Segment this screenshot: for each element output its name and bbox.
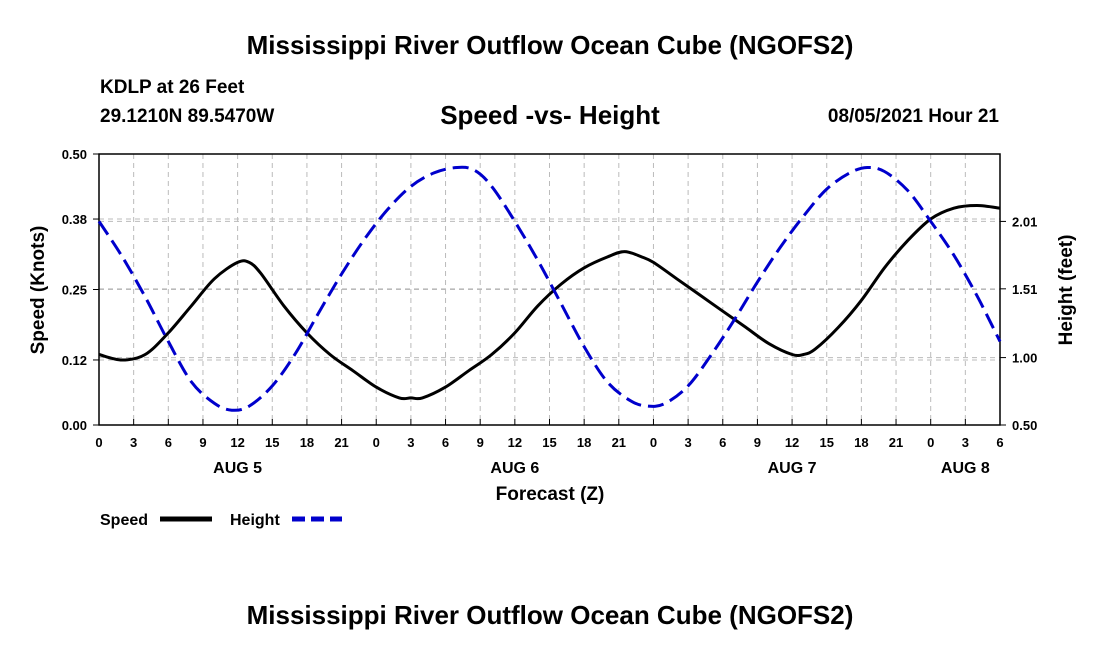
x-tick-label: 6 [996, 435, 1003, 450]
forecast-datetime: 08/05/2021 Hour 21 [827, 106, 999, 127]
date-label: AUG 5 [213, 460, 262, 477]
date-label: AUG 7 [768, 460, 817, 477]
x-tick-label: 15 [819, 435, 833, 450]
grid [99, 154, 1000, 425]
chart-title: Mississippi River Outflow Ocean Cube (NG… [246, 30, 854, 60]
x-tick-label: 3 [130, 435, 137, 450]
x-tick-label: 6 [165, 435, 172, 450]
x-tick-label: 21 [334, 435, 348, 450]
x-tick-label: 21 [612, 435, 626, 450]
x-tick-label: 12 [508, 435, 522, 450]
y2-axis-title: Height (feet) [1056, 235, 1077, 346]
y-tick-label: 0.12 [62, 353, 87, 368]
y2-tick-label: 2.01 [1012, 214, 1037, 229]
x-tick-label: 9 [754, 435, 761, 450]
x-tick-label: 9 [477, 435, 484, 450]
y2-tick-label: 1.00 [1012, 351, 1037, 366]
x-tick-label: 6 [719, 435, 726, 450]
axes: 0 3 6 9 12 15 18 21 0 3 6 9 12 15 18 21 0 3 6 9 12 15 18 21 0 3 6A… [62, 147, 1038, 477]
x-tick-label: 15 [265, 435, 279, 450]
series [97, 165, 1002, 412]
x-tick-label: 3 [962, 435, 969, 450]
y-tick-label: 0.25 [62, 283, 87, 298]
y-tick-label: 0.50 [62, 147, 87, 162]
y2-tick-label: 0.50 [1012, 418, 1037, 433]
x-tick-label: 0 [95, 435, 102, 450]
y-axis-title: Speed (Knots) [28, 226, 49, 355]
legend: Speed Height [100, 512, 342, 529]
speed-series-line [98, 204, 1001, 401]
station-label: KDLP at 26 Feet [100, 77, 245, 98]
x-tick-label: 3 [684, 435, 691, 450]
x-tick-label: 12 [785, 435, 799, 450]
x-tick-label: 21 [889, 435, 903, 450]
x-tick-label: 0 [927, 435, 934, 450]
footer-title: Mississippi River Outflow Ocean Cube (NG… [246, 600, 854, 630]
x-tick-label: 3 [407, 435, 414, 450]
y2-tick-label: 1.51 [1012, 282, 1037, 297]
x-tick-label: 12 [230, 435, 244, 450]
date-label: AUG 8 [941, 460, 990, 477]
date-label: AUG 6 [490, 460, 539, 477]
legend-height-label: Height [230, 512, 280, 529]
y-tick-label: 0.00 [62, 418, 87, 433]
x-axis-title: Forecast (Z) [496, 484, 605, 505]
x-tick-label: 18 [577, 435, 591, 450]
x-tick-label: 15 [542, 435, 556, 450]
x-tick-label: 18 [300, 435, 314, 450]
legend-speed-label: Speed [100, 512, 148, 529]
station-coordinates: 29.1210N 89.5470W [100, 106, 275, 127]
y-tick-label: 0.38 [62, 212, 87, 227]
chart-subtitle: Speed -vs- Height [440, 100, 660, 130]
x-tick-label: 9 [199, 435, 206, 450]
x-tick-label: 0 [650, 435, 657, 450]
x-tick-label: 18 [854, 435, 868, 450]
x-tick-label: 0 [373, 435, 380, 450]
x-tick-label: 6 [442, 435, 449, 450]
